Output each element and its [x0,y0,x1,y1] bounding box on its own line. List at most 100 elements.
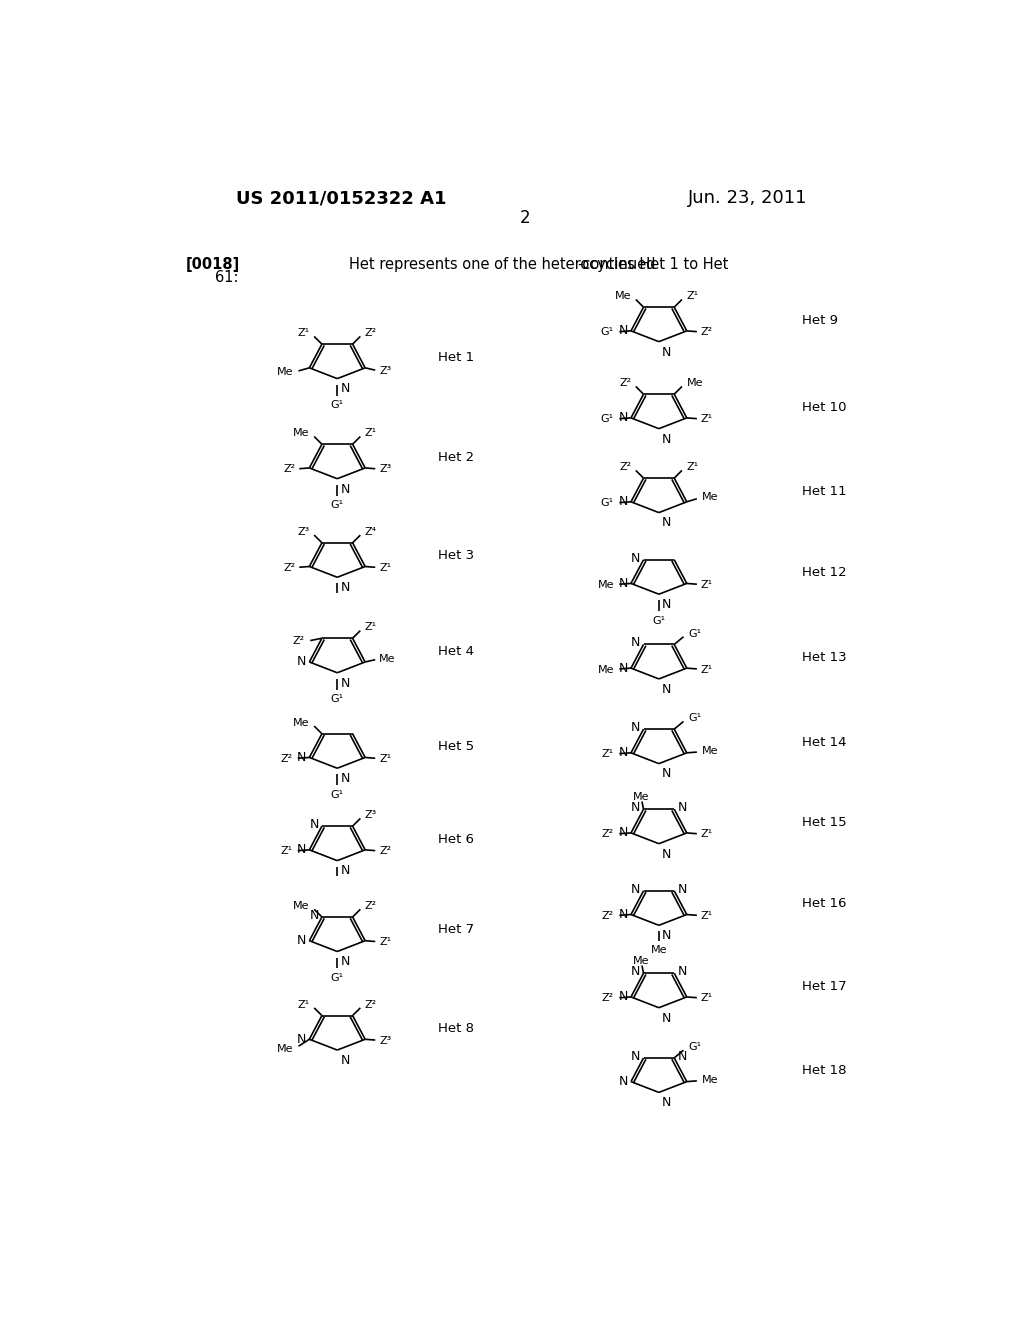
Text: Z¹: Z¹ [700,665,713,675]
Text: Z²: Z² [379,846,391,857]
Text: Het 16: Het 16 [802,898,847,911]
Text: N: N [662,929,672,942]
Text: N: N [677,883,687,896]
Text: N: N [662,346,672,359]
Text: Me: Me [702,1074,719,1085]
Text: Me: Me [687,379,703,388]
Text: Z¹: Z¹ [687,462,698,473]
Text: N: N [618,1074,628,1088]
Text: Me: Me [293,902,309,911]
Text: Jun. 23, 2011: Jun. 23, 2011 [688,190,808,207]
Text: N: N [309,818,318,832]
Text: N: N [297,1032,306,1045]
Text: Z¹: Z¹ [700,579,713,590]
Text: N: N [631,721,640,734]
Text: Me: Me [293,718,309,727]
Text: Z¹: Z¹ [365,429,377,438]
Text: Het 1: Het 1 [438,351,474,363]
Text: N: N [340,865,350,878]
Text: Z³: Z³ [379,1036,391,1045]
Text: N: N [631,801,640,814]
Text: N: N [662,516,672,529]
Text: Het 11: Het 11 [802,484,847,498]
Text: N: N [677,1049,687,1063]
Text: Het 4: Het 4 [438,644,474,657]
Text: N: N [677,965,687,978]
Text: Z³: Z³ [379,465,391,474]
Text: N: N [662,598,672,611]
Text: N: N [631,965,640,978]
Text: Me: Me [702,492,719,502]
Text: Me: Me [379,653,395,664]
Text: Z¹: Z¹ [700,911,713,921]
Text: G¹: G¹ [601,499,614,508]
Text: Het 9: Het 9 [802,314,839,326]
Text: US 2011/0152322 A1: US 2011/0152322 A1 [237,190,447,207]
Text: N: N [618,325,628,338]
Text: Z²: Z² [365,329,377,338]
Text: N: N [631,1049,640,1063]
Text: Z¹: Z¹ [379,564,391,573]
Text: N: N [618,908,628,921]
Text: N: N [340,483,350,495]
Text: Het 15: Het 15 [802,816,847,829]
Text: N: N [297,751,306,764]
Text: G¹: G¹ [688,713,701,723]
Text: N: N [618,661,628,675]
Text: G¹: G¹ [601,414,614,425]
Text: N: N [662,1011,672,1024]
Text: Z²: Z² [602,911,614,921]
Text: Het 7: Het 7 [438,924,474,936]
Text: Z¹: Z¹ [297,329,309,338]
Text: Z¹: Z¹ [281,846,292,857]
Text: Z²: Z² [618,379,631,388]
Text: Me: Me [597,665,614,675]
Text: Me: Me [614,292,631,301]
Text: N: N [297,843,306,857]
Text: Het 13: Het 13 [802,651,847,664]
Text: Het 6: Het 6 [438,833,474,846]
Text: Z¹: Z¹ [700,994,713,1003]
Text: Z²: Z² [365,902,377,911]
Text: Het 12: Het 12 [802,566,847,579]
Text: Het 2: Het 2 [438,450,474,463]
Text: Z²: Z² [618,462,631,473]
Text: Me: Me [650,945,667,956]
Text: G¹: G¹ [652,615,666,626]
Text: Me: Me [702,746,719,756]
Text: N: N [340,581,350,594]
Text: N: N [618,990,628,1003]
Text: G¹: G¹ [331,500,344,511]
Text: G¹: G¹ [688,628,701,639]
Text: G¹: G¹ [331,973,344,983]
Text: -continued: -continued [577,257,655,272]
Text: Z²: Z² [700,327,713,338]
Text: Het 14: Het 14 [802,735,847,748]
Text: N: N [662,1096,672,1109]
Text: Z³: Z³ [365,810,377,820]
Text: G¹: G¹ [688,1041,701,1052]
Text: Het 18: Het 18 [802,1064,847,1077]
Text: N: N [618,826,628,840]
Text: 2: 2 [519,210,530,227]
Text: N: N [309,909,318,921]
Text: N: N [340,956,350,969]
Text: Z¹: Z¹ [379,754,391,764]
Text: N: N [340,383,350,396]
Text: Z¹: Z¹ [602,750,614,759]
Text: Z¹: Z¹ [687,292,698,301]
Text: [0018]: [0018] [186,257,241,272]
Text: N: N [297,935,306,948]
Text: Het 3: Het 3 [438,549,474,562]
Text: Z²: Z² [281,754,292,764]
Text: Me: Me [633,956,649,966]
Text: Z¹: Z¹ [379,937,391,948]
Text: N: N [662,847,672,861]
Text: Z²: Z² [293,636,305,647]
Text: Het 8: Het 8 [438,1022,474,1035]
Text: N: N [340,772,350,785]
Text: Z²: Z² [365,999,377,1010]
Text: Z³: Z³ [379,366,391,376]
Text: Z²: Z² [284,564,295,573]
Text: Z¹: Z¹ [297,999,309,1010]
